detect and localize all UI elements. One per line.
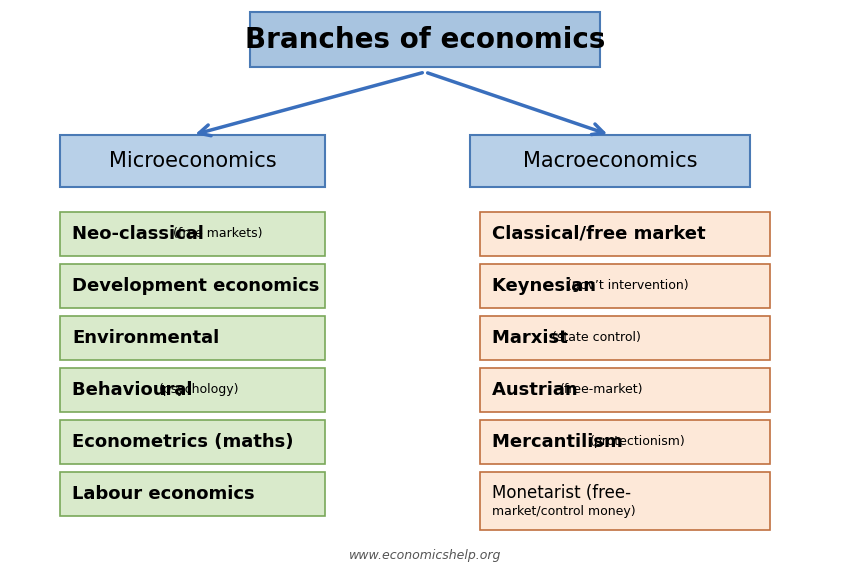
Text: Behavioural: Behavioural <box>72 381 199 399</box>
Text: Classical/free market: Classical/free market <box>492 225 705 243</box>
Text: Labour economics: Labour economics <box>72 485 254 503</box>
Text: (state control): (state control) <box>552 332 641 344</box>
FancyBboxPatch shape <box>60 264 325 308</box>
FancyBboxPatch shape <box>480 316 770 360</box>
FancyBboxPatch shape <box>480 420 770 464</box>
FancyBboxPatch shape <box>480 368 770 412</box>
FancyBboxPatch shape <box>60 135 325 187</box>
Text: (gov’t intervention): (gov’t intervention) <box>567 279 688 293</box>
Text: Marxist: Marxist <box>492 329 574 347</box>
FancyBboxPatch shape <box>480 212 770 256</box>
Text: (free markets): (free markets) <box>173 228 262 241</box>
Text: Neo-classical: Neo-classical <box>72 225 210 243</box>
Text: www.economicshelp.org: www.economicshelp.org <box>349 548 501 562</box>
Text: Macroeconomics: Macroeconomics <box>523 151 697 171</box>
FancyBboxPatch shape <box>480 264 770 308</box>
FancyBboxPatch shape <box>60 420 325 464</box>
Text: Development economics: Development economics <box>72 277 319 295</box>
FancyBboxPatch shape <box>60 472 325 516</box>
Text: market/control money): market/control money) <box>492 505 636 517</box>
Text: Mercantilism: Mercantilism <box>492 433 629 451</box>
Text: Microeconomics: Microeconomics <box>109 151 277 171</box>
FancyBboxPatch shape <box>60 368 325 412</box>
FancyBboxPatch shape <box>480 472 770 530</box>
Text: (protectionism): (protectionism) <box>590 435 685 449</box>
FancyBboxPatch shape <box>60 316 325 360</box>
Text: (psychology): (psychology) <box>158 384 239 396</box>
Text: Keynesian: Keynesian <box>492 277 603 295</box>
FancyBboxPatch shape <box>470 135 750 187</box>
FancyBboxPatch shape <box>60 212 325 256</box>
Text: Monetarist (free-: Monetarist (free- <box>492 484 631 502</box>
Text: (free-market): (free-market) <box>559 384 643 396</box>
Text: Environmental: Environmental <box>72 329 220 347</box>
FancyBboxPatch shape <box>250 12 600 67</box>
Text: Econometrics (maths): Econometrics (maths) <box>72 433 294 451</box>
Text: Austrian: Austrian <box>492 381 584 399</box>
Text: Branches of economics: Branches of economics <box>245 25 605 54</box>
